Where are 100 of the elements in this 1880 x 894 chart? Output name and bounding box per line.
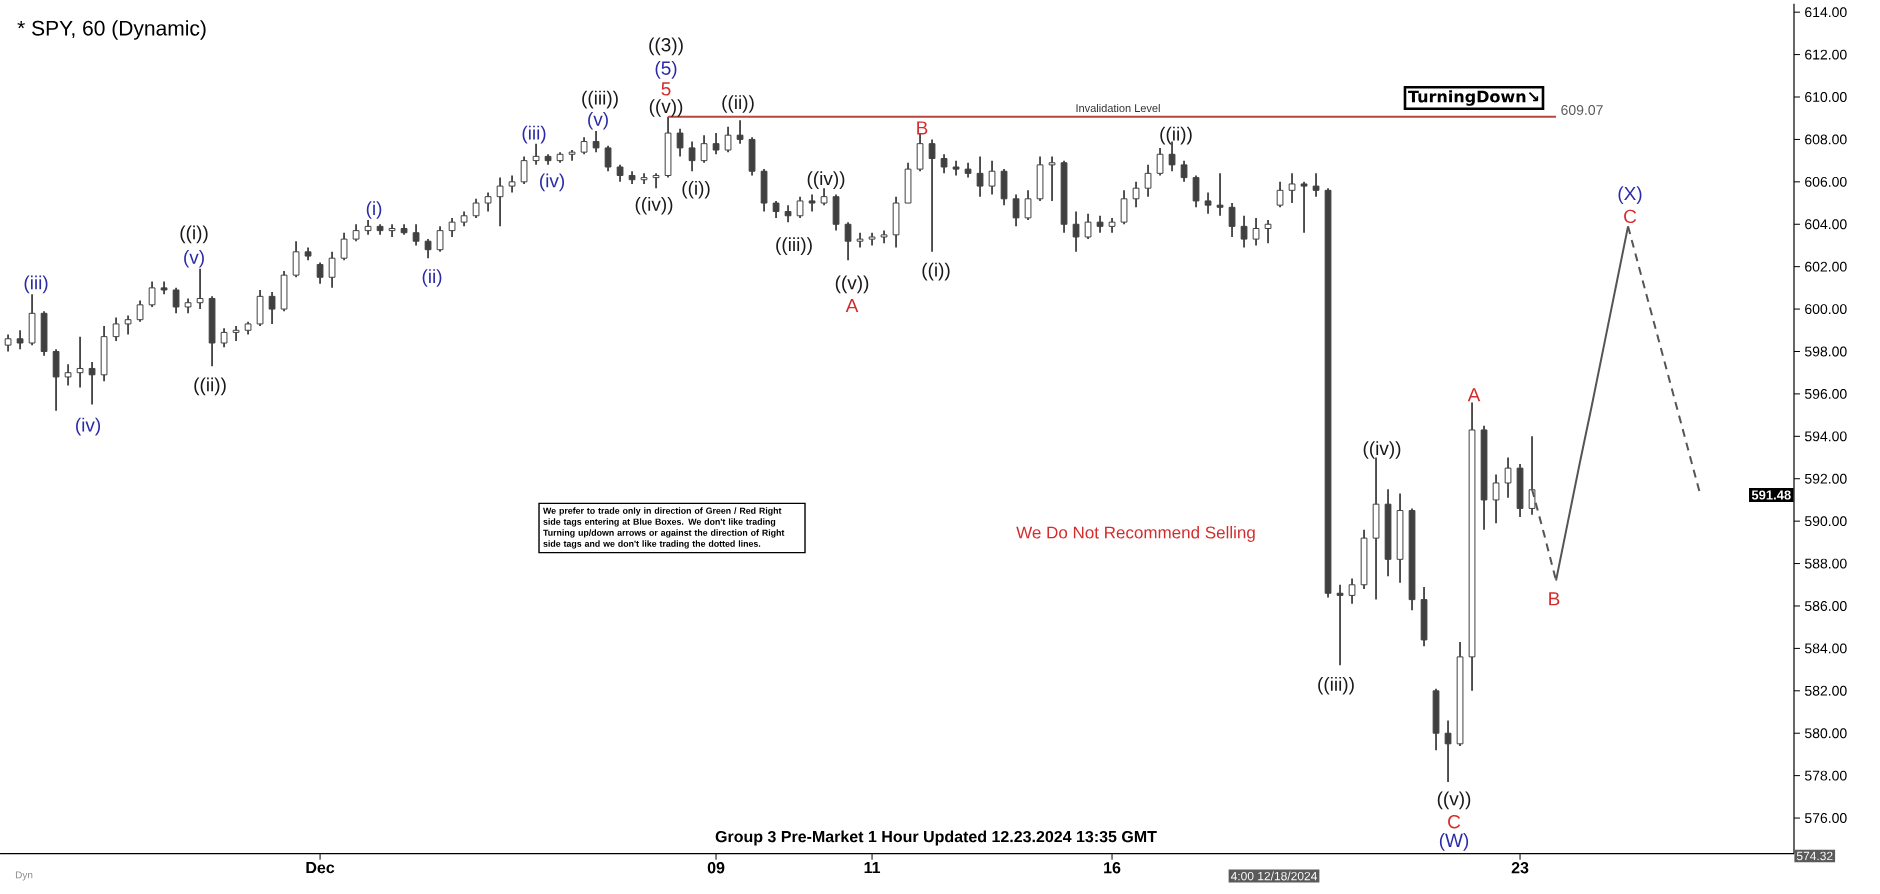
candlestick (28, 293, 36, 347)
annotation: (v) (588, 111, 608, 130)
candlestick (520, 155, 528, 185)
annotation: C (1448, 815, 1461, 829)
candlestick (1444, 719, 1452, 783)
annotation: 5 (661, 82, 671, 96)
candlestick (172, 286, 180, 315)
candlestick (1132, 180, 1140, 209)
annotation: (i) (366, 201, 382, 219)
annotation: B (1549, 592, 1560, 606)
candlestick (1348, 577, 1356, 605)
candlestick (676, 127, 684, 158)
annotation: ((3)) (649, 37, 683, 56)
x-tick-label: 09 (707, 862, 725, 874)
candlestick (196, 267, 204, 310)
candlestick (88, 361, 96, 406)
candlestick (328, 250, 336, 289)
candlestick (844, 221, 852, 262)
annotation: B (917, 121, 928, 135)
candlestick (1492, 473, 1500, 525)
candlestick (688, 140, 696, 173)
candlestick (412, 223, 420, 247)
candlestick (256, 289, 264, 327)
candlestick (988, 159, 996, 196)
annotation: (iii) (522, 125, 546, 144)
candlestick (1240, 214, 1248, 249)
candlestick (64, 363, 72, 387)
candlestick (928, 138, 936, 253)
candlestick (1516, 462, 1524, 518)
candlestick (268, 291, 276, 325)
candlestick (1000, 168, 1008, 207)
candlestick (1504, 456, 1512, 499)
candlestick (1360, 528, 1368, 590)
candlestick (124, 314, 132, 336)
candlestick (1312, 172, 1320, 198)
candlestick (1084, 212, 1092, 240)
candlestick (592, 130, 600, 154)
candlestick (280, 270, 288, 313)
candlestick (472, 197, 480, 219)
candlestick (1144, 163, 1152, 198)
annotation: Group 3 Pre-Market 1 Hour Updated 12.23.2024 13:35 GMT (715, 830, 1157, 846)
annotation: A (1467, 388, 1481, 402)
candlestick (1180, 159, 1188, 183)
candlestick (16, 329, 24, 351)
x-tick-label: 11 (864, 862, 881, 874)
annotation: ((ii)) (1160, 126, 1192, 145)
annotation: A (845, 299, 859, 313)
candlestick (448, 216, 456, 238)
annotation: (5) (655, 60, 677, 79)
candlestick (1156, 147, 1164, 177)
candlestick (340, 231, 348, 262)
annotation: ((v)) (649, 99, 683, 117)
x-tick-label: Dec (306, 862, 335, 874)
x-tick-label: 16 (1104, 862, 1121, 874)
candlestick (1276, 180, 1284, 209)
annotation: ((iii)) (582, 90, 618, 109)
candlestick (1216, 172, 1224, 217)
annotation: ((iv)) (1363, 441, 1401, 459)
candlestick (1036, 155, 1044, 202)
candlestick (52, 348, 60, 412)
annotation: ((i)) (682, 180, 710, 199)
annotation: (W) (1439, 833, 1469, 851)
annotation: ((iv)) (635, 196, 673, 215)
candlestick (1012, 193, 1020, 228)
text: * SPY, 60 (Dynamic) (17, 20, 206, 40)
candlestick (1192, 174, 1200, 209)
annotation: TurningDown↘ (1408, 90, 1539, 106)
candlestick (316, 261, 324, 285)
candlestick (604, 144, 612, 173)
annotation: ((i)) (180, 225, 208, 244)
candlestick (1204, 191, 1212, 215)
candlestick (112, 316, 120, 342)
annotation: C (1624, 209, 1637, 224)
candlestick (148, 280, 156, 308)
x-tick-label: 23 (1511, 862, 1529, 874)
candlestick (1300, 180, 1308, 234)
candlestick (424, 238, 432, 260)
candlestick (1120, 189, 1128, 226)
annotation: (X) (1618, 186, 1642, 205)
candlestick (1024, 189, 1032, 221)
annotation: ((ii)) (722, 95, 754, 113)
candlestick (832, 193, 840, 232)
candlestick (1336, 583, 1344, 667)
candlestick (892, 195, 900, 249)
annotation: ((v)) (1437, 791, 1471, 810)
candlestick (532, 142, 540, 166)
annotation: ((ii)) (194, 377, 226, 396)
candlestick (796, 195, 804, 219)
candlestick (136, 299, 144, 323)
candlestick (1372, 456, 1380, 601)
annotation: (ii) (422, 269, 442, 287)
annotation: (iv) (76, 417, 101, 436)
candlestick (76, 335, 84, 389)
annotation: ((v)) (835, 275, 869, 294)
annotation: (v) (184, 249, 204, 268)
annotation: ((iii)) (776, 237, 812, 256)
candlestick (1432, 687, 1440, 752)
candlestick (436, 225, 444, 253)
annotation: We Do Not Recommend Selling (1016, 526, 1255, 542)
candlestick (208, 295, 216, 368)
